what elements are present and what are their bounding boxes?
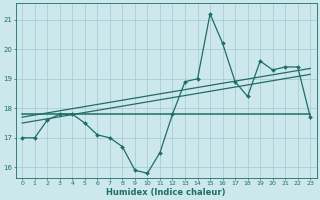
- X-axis label: Humidex (Indice chaleur): Humidex (Indice chaleur): [107, 188, 226, 197]
